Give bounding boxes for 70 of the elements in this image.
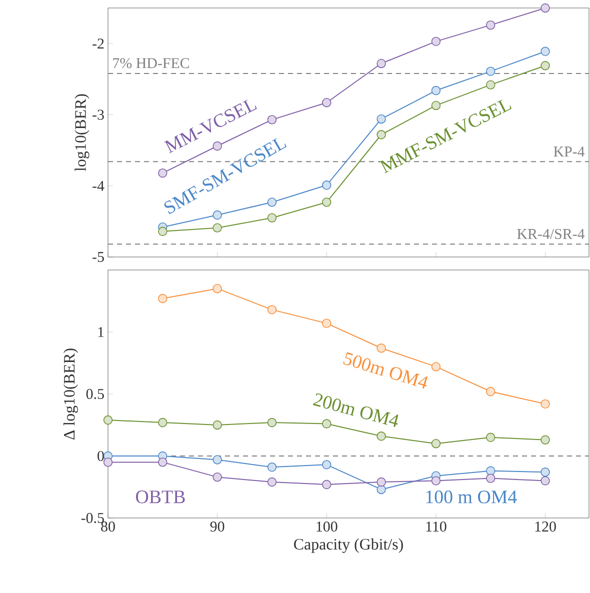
- point: [486, 466, 496, 476]
- point: [431, 476, 441, 486]
- x-tick-label: 90: [210, 522, 224, 532]
- point: [540, 435, 550, 444]
- point: [158, 226, 168, 236]
- point: [158, 418, 168, 428]
- y-tick-label: -4: [92, 180, 104, 191]
- y-axis-title: Δ log10(BER): [63, 348, 78, 440]
- series-label: OBTB: [136, 490, 185, 504]
- y-tick-label: 1: [98, 327, 104, 337]
- point: [267, 477, 277, 487]
- point: [267, 418, 277, 428]
- y-tick-label: -3: [92, 110, 104, 120]
- point: [267, 462, 277, 472]
- point: [486, 474, 496, 483]
- x-tick-label: 80: [101, 522, 115, 532]
- point: [103, 415, 113, 425]
- point: [267, 115, 277, 124]
- point: [540, 399, 550, 409]
- point: [431, 438, 441, 448]
- point: [322, 460, 332, 470]
- text: 500m OM4: [343, 352, 428, 389]
- x-tick-label: 100: [316, 522, 338, 532]
- y-tick-label: 0: [98, 450, 104, 462]
- point: [322, 180, 332, 190]
- point: [431, 36, 441, 46]
- point: [540, 46, 550, 56]
- point: [212, 472, 222, 482]
- point: [540, 61, 550, 70]
- point: [376, 344, 386, 353]
- y-tick-label: 0.5: [86, 388, 104, 400]
- y-tick-label: -0.5: [81, 512, 104, 524]
- point: [540, 476, 550, 486]
- point: [158, 294, 168, 304]
- point: [212, 455, 222, 464]
- point: [486, 20, 496, 30]
- x-tick-label: 110: [426, 522, 446, 532]
- point: [322, 480, 332, 490]
- point: [322, 198, 332, 207]
- point: [103, 458, 113, 467]
- x-axis-title: Capacity (Gbit/s): [294, 538, 403, 553]
- point: [376, 484, 386, 494]
- point: [267, 305, 277, 314]
- point: [486, 80, 496, 90]
- y-tick-label: -2: [92, 38, 104, 49]
- ref-line-label: KP-4: [554, 146, 585, 156]
- point: [486, 386, 496, 396]
- ref-line-label: 7% HD-FEC: [113, 58, 189, 68]
- point: [212, 284, 222, 294]
- series-label: 100 m OM4: [426, 490, 517, 504]
- point: [212, 420, 222, 430]
- point: [376, 58, 386, 68]
- point: [158, 458, 168, 467]
- point: [322, 98, 332, 108]
- x-tick-label: 120: [535, 522, 556, 532]
- y-tick-label: -5: [92, 252, 104, 262]
- point: [376, 432, 386, 441]
- text: 200m OM4: [312, 393, 398, 427]
- point: [431, 362, 441, 372]
- point: [486, 432, 496, 442]
- y-axis-title: log10(BER): [74, 94, 90, 172]
- point: [322, 419, 332, 428]
- point: [431, 86, 441, 96]
- ref-line-label: KR-4/SR-4: [517, 228, 585, 239]
- point: [322, 318, 332, 328]
- point: [486, 66, 496, 76]
- point: [540, 468, 550, 477]
- point: [212, 223, 222, 232]
- point: [540, 3, 550, 13]
- point: [376, 477, 386, 487]
